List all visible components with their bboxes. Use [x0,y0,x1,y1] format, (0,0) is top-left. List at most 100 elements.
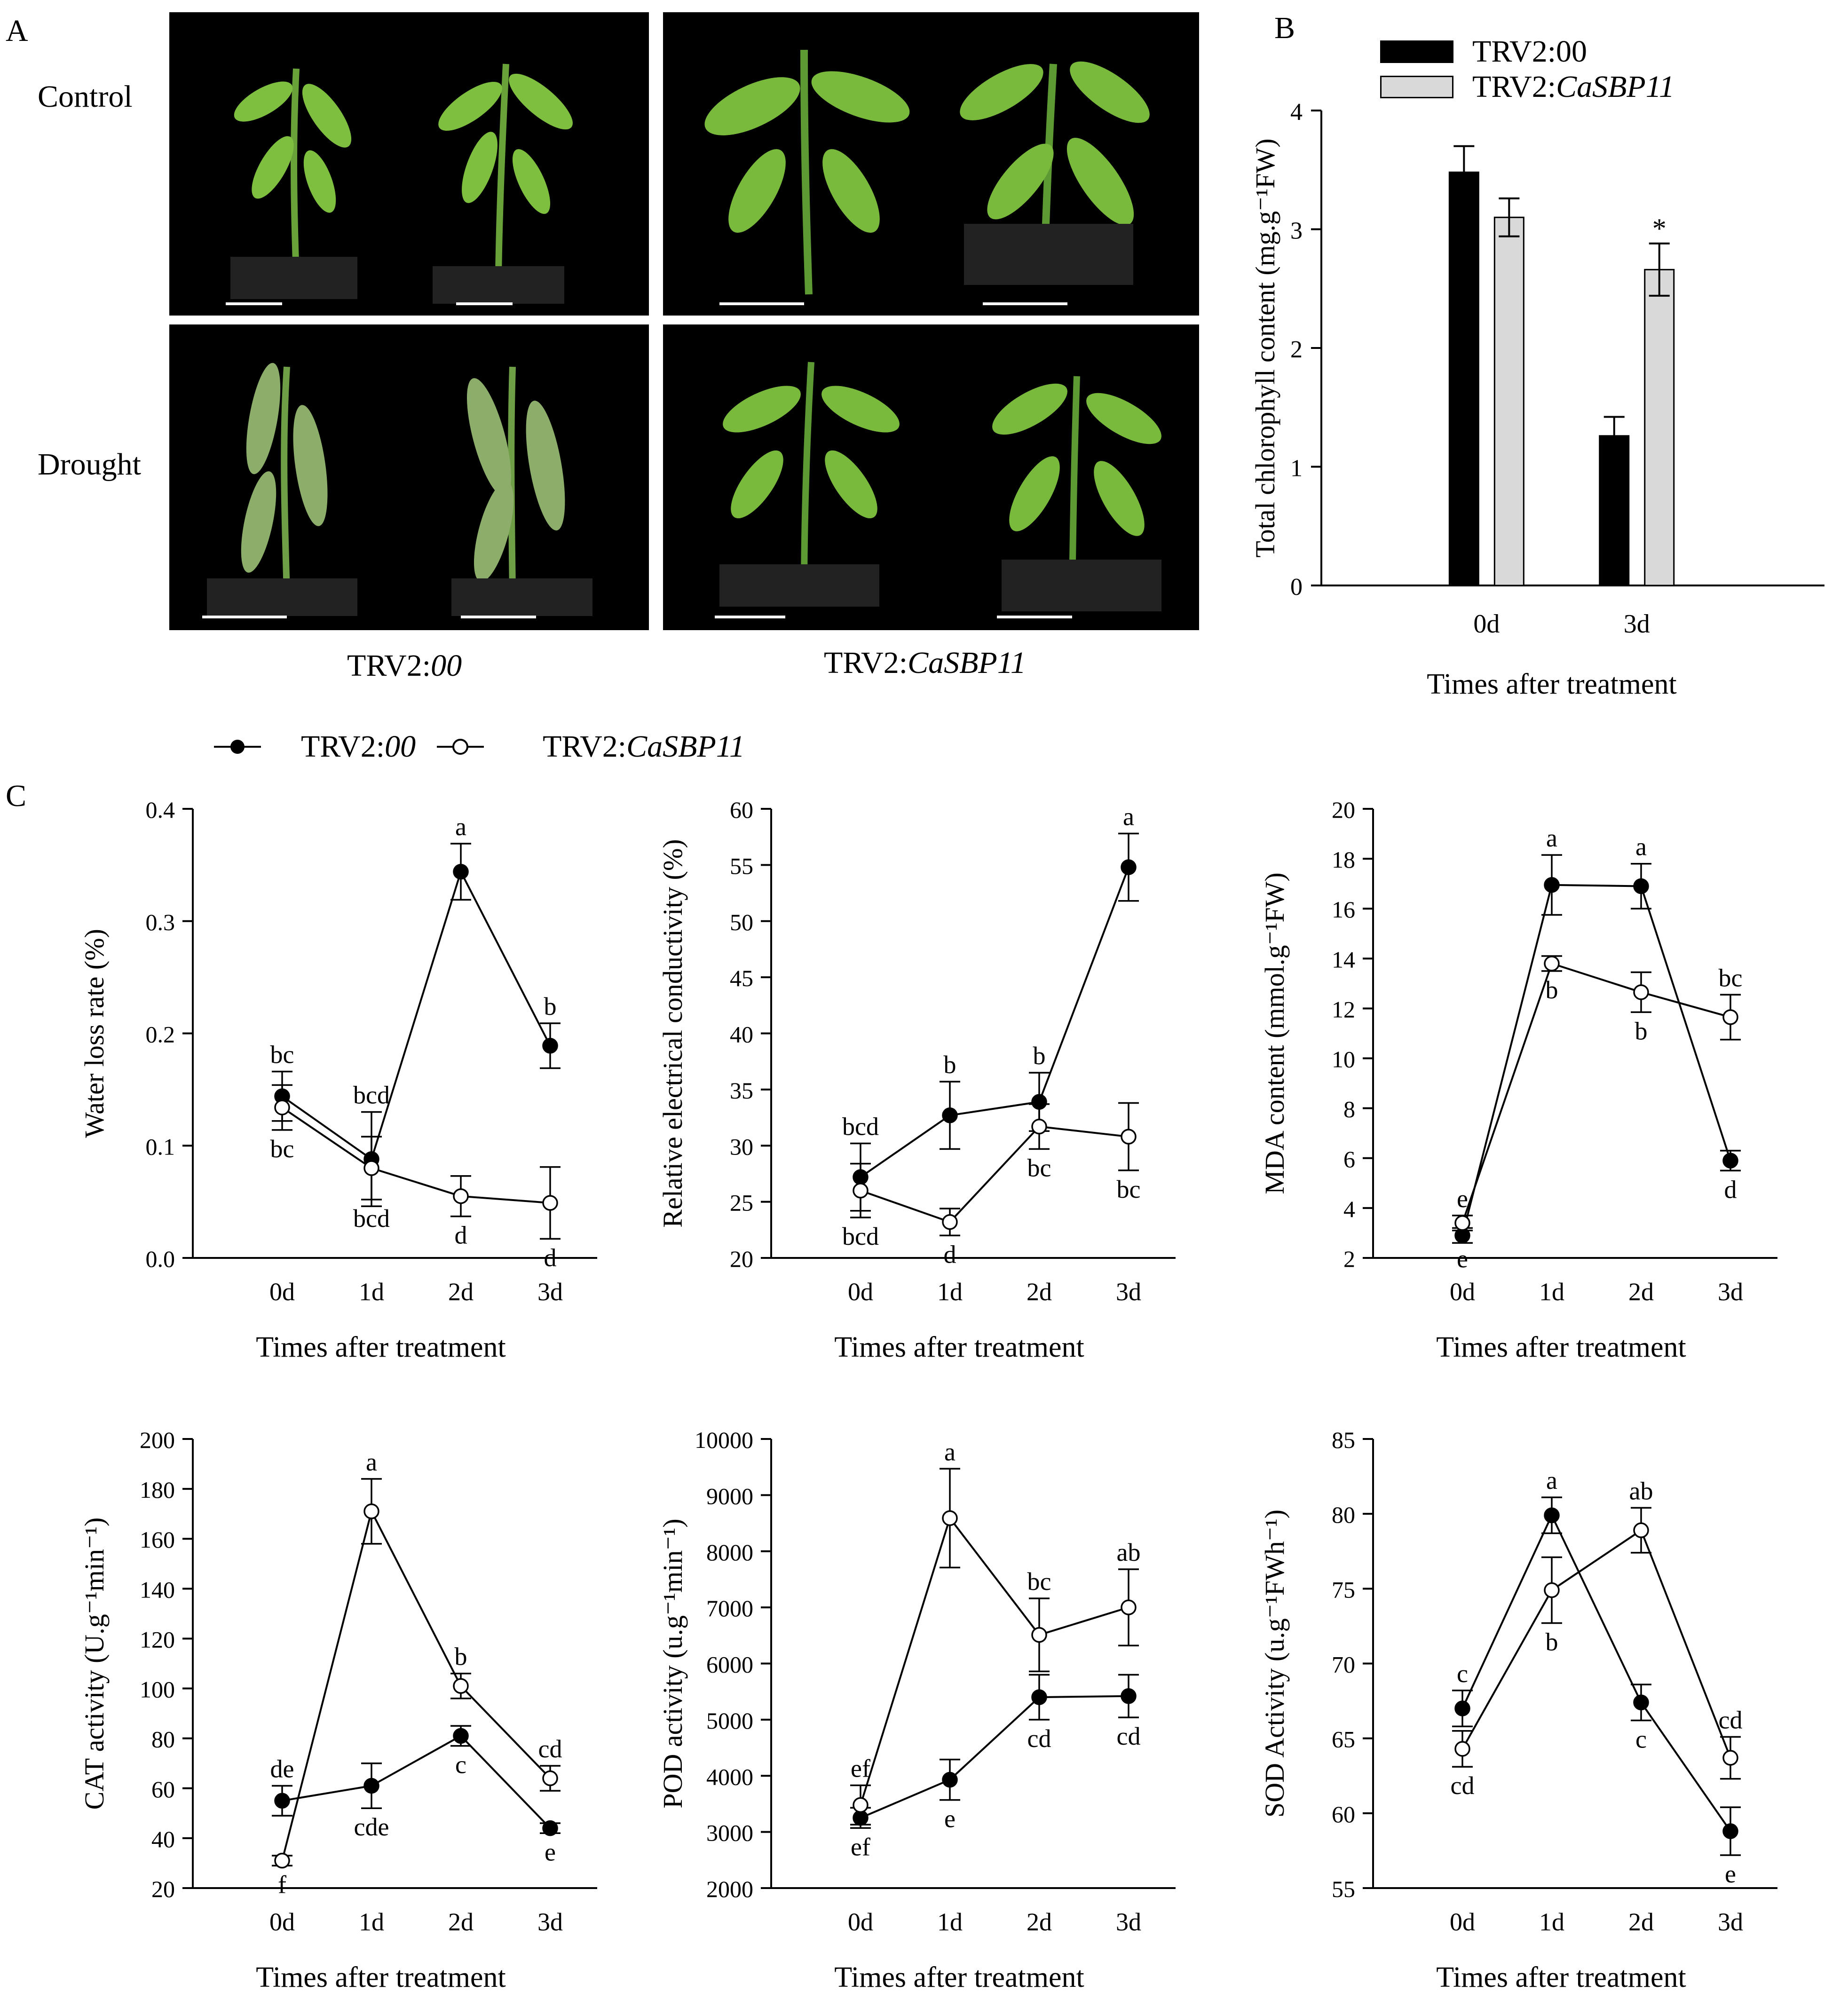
x-tick-label: 0d [848,1278,873,1306]
x-tick-label: 3d [1624,609,1650,639]
significance-letter: bcd [353,1204,390,1233]
data-point-open [1722,1009,1738,1025]
series-line [281,869,551,1161]
y-tick-label: 60 [1332,1801,1355,1827]
x-tick-label: 2d [1628,1278,1654,1306]
data-point-open [1454,1215,1470,1231]
panel-c-legend: TRV2:00 TRV2:CaSBP11 [212,729,745,765]
data-point-filled [363,1778,379,1794]
significance-letter: a [1635,833,1647,861]
x-tick-label: 0d [269,1908,295,1936]
data-point-filled [1544,877,1560,893]
series-line [282,1734,551,1829]
series-line [860,867,1129,1178]
x-tick-label: 1d [1539,1908,1564,1936]
data-point-open [942,1214,958,1230]
y-tick-label: 75 [1332,1576,1355,1603]
significance-letter: e [944,1805,956,1833]
y-tick-label: 140 [140,1576,175,1603]
electrical-conductivity-line-chart: 20 25 30 35 40 45 50 55 60 0d 1d 2d 3d Relative elect… [657,797,1176,1363]
significance-letter: bc [1027,1567,1051,1596]
y-tick-label: 3 [1290,218,1303,245]
data-point-filled [453,863,469,880]
y-tick-label: 30 [730,1133,753,1160]
data-point-filled [1121,1688,1137,1704]
data-point-filled [853,1810,869,1826]
x-tick-label: 0d [1450,1908,1475,1936]
significance-letter: d [455,1221,467,1249]
x-tick-label: 3d [1116,1908,1141,1936]
x-tick-label: 3d [1718,1278,1743,1306]
x-tick-label: 3d [537,1278,563,1306]
data-point-open [1031,1627,1047,1643]
data-point-open [853,1797,869,1813]
x-axis-label: Times after treatment [834,1961,1084,1992]
significance-letter: ab [1117,1538,1141,1566]
significance-letter: cd [1451,1771,1475,1800]
column-label-plain: TRV2: [347,648,431,683]
data-point-filled [1454,1700,1470,1716]
data-point-open [274,1099,290,1115]
legend-item: TRV2:00 [1380,33,1674,71]
x-tick-label: 3d [537,1908,563,1936]
y-tick-label: 5000 [706,1707,753,1734]
y-tick-label: 8000 [706,1539,753,1565]
y-tick-label: 4 [1290,99,1303,126]
y-tick-label: 40 [151,1826,175,1852]
photo-drought-trv2-casbp11 [663,324,1199,630]
data-point-filled [1031,1094,1047,1110]
x-tick-label: 1d [359,1908,384,1936]
significance-letter: b [944,1051,956,1079]
significance-letter: bc [270,1135,294,1163]
photo-control-trv2-00 [169,12,649,316]
significance-letter: e [1457,1185,1468,1213]
y-axis-label: POD activity (u.g⁻¹min⁻¹) [657,1518,688,1808]
y-tick-label: 2000 [706,1876,753,1902]
x-tick-label: 2d [1628,1908,1654,1936]
significance-letter: bcd [353,1081,390,1109]
data-point-filled [453,1728,469,1744]
significance-letter: cd [1117,1722,1141,1750]
y-tick-label: 160 [140,1526,175,1553]
data-point-filled [853,1169,869,1185]
significance-letter: d [544,1243,557,1272]
chlorophyll-bar-chart: 0 1 2 3 4 0d 3d * Total chlorophyll content (mg.… [1250,99,1824,700]
y-tick-label: 60 [730,797,753,823]
significance-letter: a [1546,1466,1557,1494]
y-tick-label: 0.0 [146,1246,175,1272]
x-tick-label: 0d [848,1908,873,1936]
bar [1493,216,1524,586]
significance-letter: b [455,1643,467,1671]
y-tick-label: 0.3 [146,909,175,935]
y-tick-label: 12 [1332,996,1355,1022]
y-tick-label: 18 [1332,846,1355,873]
plant-photo-graphic [226,63,573,305]
data-point-filled [942,1107,958,1123]
y-tick-label: 55 [730,853,753,879]
y-axis-label: MDA content (mmol.g⁻¹FW) [1259,872,1290,1194]
legend-marker-filled [214,740,261,754]
x-tick-label: 3d [1718,1908,1743,1936]
significance-letter: b [1635,1017,1648,1045]
y-tick-label: 200 [140,1427,175,1453]
column-label-italic: CaSBP11 [908,646,1026,680]
series-line [860,1125,1129,1223]
y-tick-label: 0.2 [146,1021,175,1048]
significance-letter: b [1546,976,1558,1004]
row-label-control: Control [38,79,133,114]
data-point-open [363,1160,379,1176]
data-point-open [453,1678,469,1694]
significance-letter: b [1546,1628,1558,1656]
x-axis-label: Times after treatment [1436,1961,1686,1992]
column-label-trv2-casbp11: TRV2:CaSBP11 [824,645,1026,681]
significance-letter: bc [1719,964,1743,992]
plant-photo-graphic [704,49,1150,305]
data-point-open [853,1183,869,1199]
y-tick-label: 20 [1332,797,1355,823]
y-tick-label: 50 [730,909,753,935]
data-point-filled [1544,1507,1560,1524]
x-tick-label: 2d [1027,1278,1052,1306]
y-tick-label: 4 [1343,1196,1355,1222]
significance-letter: c [1457,1660,1468,1688]
data-point-open [1031,1118,1047,1135]
